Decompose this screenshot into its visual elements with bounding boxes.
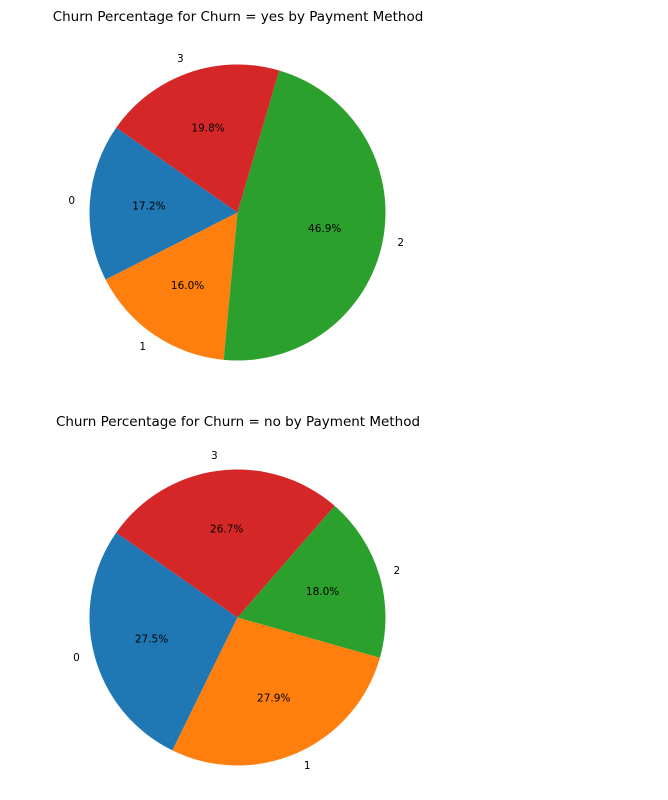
- slice-percent-label: 19.8%: [191, 123, 224, 135]
- slice-category-label: 3: [211, 450, 218, 462]
- slice-percent-label: 27.9%: [257, 693, 290, 705]
- pie-slice-3: [116, 64, 280, 213]
- chart-title: Churn Percentage for Churn = yes by Paym…: [52, 9, 424, 25]
- slice-percent-label: 46.9%: [308, 223, 341, 235]
- pie-svg: 27.5% 0 27.9% 1 18.0% 2 26.7% 3: [73, 450, 401, 772]
- pie-chart-churn-yes: Churn Percentage for Churn = yes by Paym…: [52, 9, 424, 361]
- slice-category-label: 0: [68, 195, 75, 207]
- slice-category-label: 2: [397, 237, 404, 249]
- pie-slice-0: [89, 532, 238, 751]
- slice-category-label: 0: [73, 652, 80, 664]
- pie-chart-churn-no: Churn Percentage for Churn = no by Payme…: [0, 400, 668, 799]
- slice-category-label: 3: [177, 53, 184, 65]
- chart-title: Churn Percentage for Churn = no by Payme…: [55, 414, 421, 430]
- pie-slice-1: [105, 212, 238, 360]
- pie-slice-2: [237, 505, 386, 658]
- slice-category-label: 1: [304, 760, 311, 772]
- slice-category-label: 2: [394, 565, 401, 577]
- pie-svg: 17.2% 0 16.0% 1 46.9% 2 19.8% 3: [68, 53, 404, 361]
- pie-slice-1: [172, 617, 380, 766]
- slice-category-label: 1: [139, 341, 146, 353]
- slice-percent-label: 17.2%: [132, 200, 165, 212]
- pie-slice-3: [116, 469, 335, 618]
- slice-percent-label: 26.7%: [210, 523, 243, 535]
- pie-slice-2: [223, 70, 386, 361]
- slice-percent-label: 18.0%: [306, 586, 339, 598]
- pie-slice-0: [89, 127, 238, 280]
- slice-percent-label: 16.0%: [171, 280, 204, 292]
- slice-percent-label: 27.5%: [135, 634, 168, 646]
